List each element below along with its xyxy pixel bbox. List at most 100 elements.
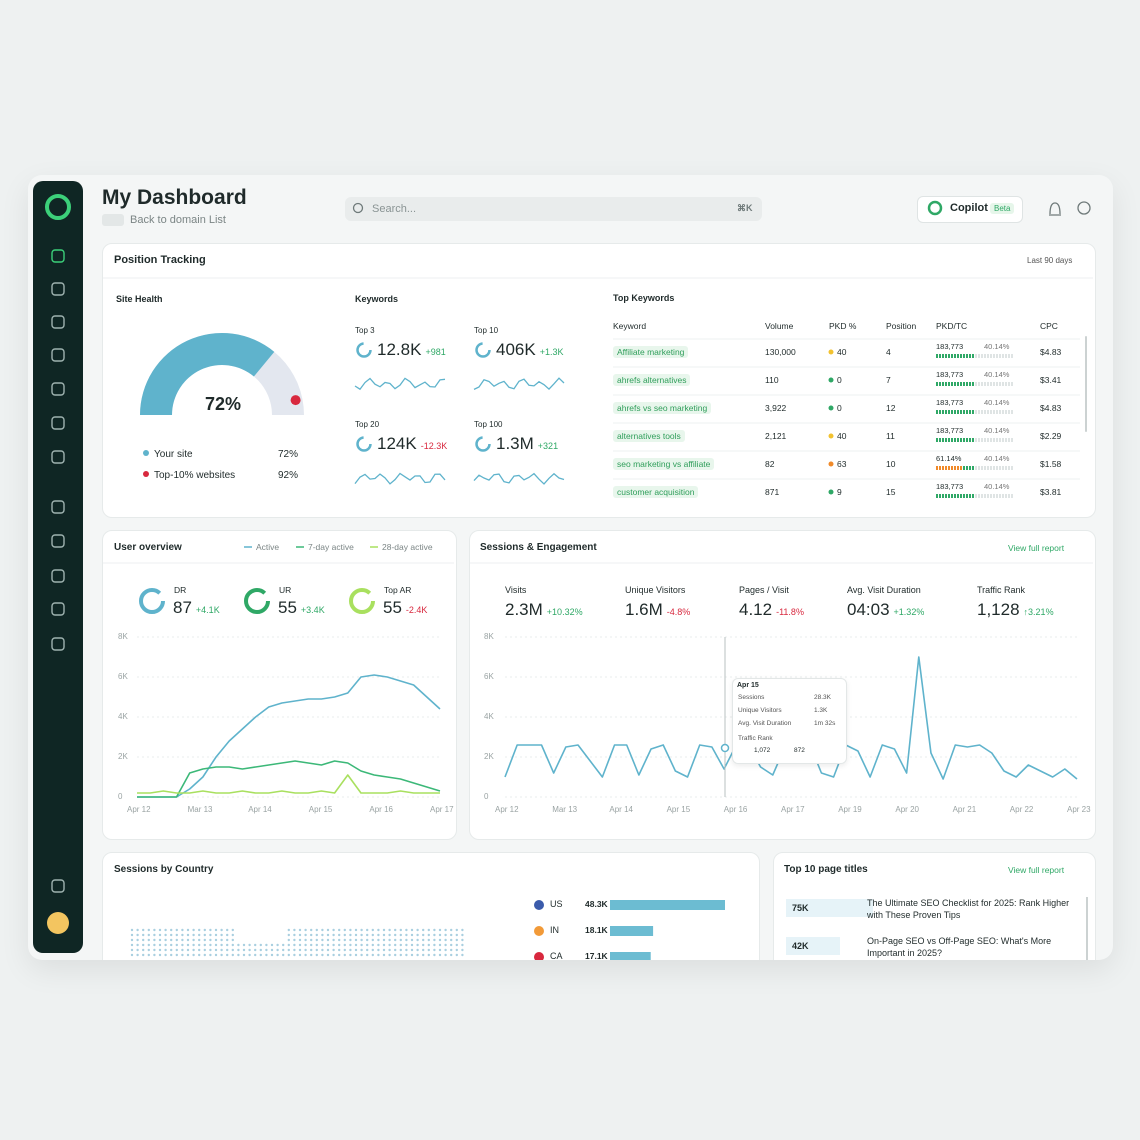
- x-tick-label: Mar 13: [187, 805, 213, 814]
- column-header: PKD %: [829, 321, 857, 331]
- map-dot: [343, 938, 346, 942]
- map-dot: [142, 943, 145, 947]
- metric-label: DR: [174, 585, 187, 595]
- map-dot: [254, 943, 257, 947]
- pkd-bar-segment: [969, 354, 971, 358]
- map-dot: [186, 933, 190, 937]
- pkd-bar-segment: [990, 382, 992, 386]
- map-dot: [360, 953, 363, 957]
- pkd-dot: [828, 489, 834, 495]
- nav-icon: [51, 450, 65, 464]
- tc: 40.14%: [984, 342, 1010, 351]
- tooltip-value: 1m 32s: [814, 720, 836, 727]
- map-dot: [343, 943, 346, 947]
- map-dot: [405, 943, 408, 947]
- nav-icon: [51, 500, 65, 514]
- keyword-bucket-value: 1.3M: [496, 434, 534, 453]
- legend-value: 92%: [278, 470, 299, 481]
- pkd-bar-segment: [972, 354, 974, 358]
- map-dot: [338, 928, 341, 932]
- map-dot: [287, 928, 290, 932]
- map-dot: [388, 933, 391, 937]
- metric-row: 1.3M +321: [496, 434, 558, 454]
- map-dot: [175, 948, 178, 952]
- column-header: PKD/TC: [936, 321, 968, 331]
- metric-value: 4.12: [739, 600, 773, 619]
- metric-change: -4.8%: [666, 607, 691, 617]
- ring: [475, 342, 491, 358]
- pkd-bar-segment: [960, 438, 962, 442]
- pkd-bar-segment: [957, 410, 959, 414]
- x-tick-label: Apr 17: [430, 805, 454, 814]
- map-dot: [198, 933, 201, 937]
- metric-label: Top AR: [384, 585, 412, 595]
- map-dot: [282, 953, 285, 957]
- x-tick-label: Mar 13: [552, 805, 578, 814]
- pkd: 63: [837, 459, 847, 469]
- metric-label: Pages / Visit: [739, 585, 789, 595]
- legend-label: 28-day active: [382, 542, 433, 552]
- country-bar: [610, 926, 654, 936]
- map-dot: [349, 948, 352, 952]
- map-dot: [153, 933, 156, 937]
- flag: [534, 952, 544, 960]
- x-tick-label: Apr 15: [666, 805, 691, 814]
- map-dot: [220, 953, 223, 957]
- tooltip-date: Apr 15: [737, 682, 759, 689]
- map-dot: [142, 928, 145, 932]
- volume: 130,000: [765, 347, 796, 357]
- map-dot: [315, 948, 318, 952]
- page-title: On-Page SEO vs Off-Page SEO: What's More…: [867, 936, 1052, 958]
- map-dot: [377, 928, 380, 932]
- legend-label: Active: [256, 542, 280, 552]
- legend-value: 72%: [278, 449, 299, 460]
- view-report-link[interactable]: View full report: [1008, 543, 1065, 553]
- pkd-bar-segment: [948, 410, 950, 414]
- pkd-bar-segment: [1011, 354, 1013, 358]
- map-dot: [326, 938, 330, 942]
- map-dot: [371, 948, 374, 952]
- metric-change: -11.8%: [776, 607, 804, 617]
- tc: 40.14%: [984, 482, 1010, 491]
- search-bar[interactable]: [345, 197, 762, 221]
- section-title: Keywords: [355, 294, 399, 304]
- pkd-bar-segment: [945, 466, 947, 470]
- pkd-bar-segment: [1005, 382, 1007, 386]
- pkd-bar-segment: [1011, 382, 1013, 386]
- view-report-link[interactable]: View full report: [1008, 865, 1065, 875]
- map-dot: [321, 933, 324, 937]
- map-dot: [203, 943, 206, 947]
- pkd-bar-segment: [975, 438, 977, 442]
- map-dot: [382, 928, 386, 932]
- pkd-bar-segment: [972, 382, 974, 386]
- map-dot: [455, 928, 458, 932]
- pkd-bar-segment: [984, 466, 986, 470]
- country-code: US: [550, 899, 563, 909]
- map-dot: [444, 948, 447, 952]
- metric-row: 406K +1.3K: [496, 340, 563, 360]
- map-dot: [153, 928, 156, 932]
- nav-icon: [51, 282, 65, 296]
- map-dot: [220, 948, 223, 952]
- y-tick-label: 8K: [484, 632, 494, 641]
- metric-change: -2.4K: [405, 605, 428, 615]
- y-tick-label: 4K: [484, 712, 494, 721]
- map-dot: [304, 938, 307, 942]
- map-dot: [444, 928, 447, 932]
- pkd-bar-segment: [1005, 354, 1007, 358]
- pkd-bar-segment: [996, 466, 998, 470]
- map-dot: [298, 948, 302, 952]
- map-dot: [394, 938, 397, 942]
- pkd-bar-segment: [1002, 410, 1004, 414]
- pkd-bar-segment: [939, 382, 941, 386]
- logo: [45, 194, 71, 220]
- x-tick-label: Apr 12: [127, 805, 151, 814]
- keyword-bucket-value: 12.8K: [377, 340, 422, 359]
- pkd-bar-segment: [999, 494, 1001, 498]
- metric-change: +4.1K: [195, 605, 220, 615]
- map-dot: [237, 943, 240, 947]
- pkd-bar-segment: [945, 494, 947, 498]
- card-title: Sessions by Country: [114, 864, 214, 875]
- map-dot: [214, 943, 218, 947]
- map-dot: [254, 948, 257, 952]
